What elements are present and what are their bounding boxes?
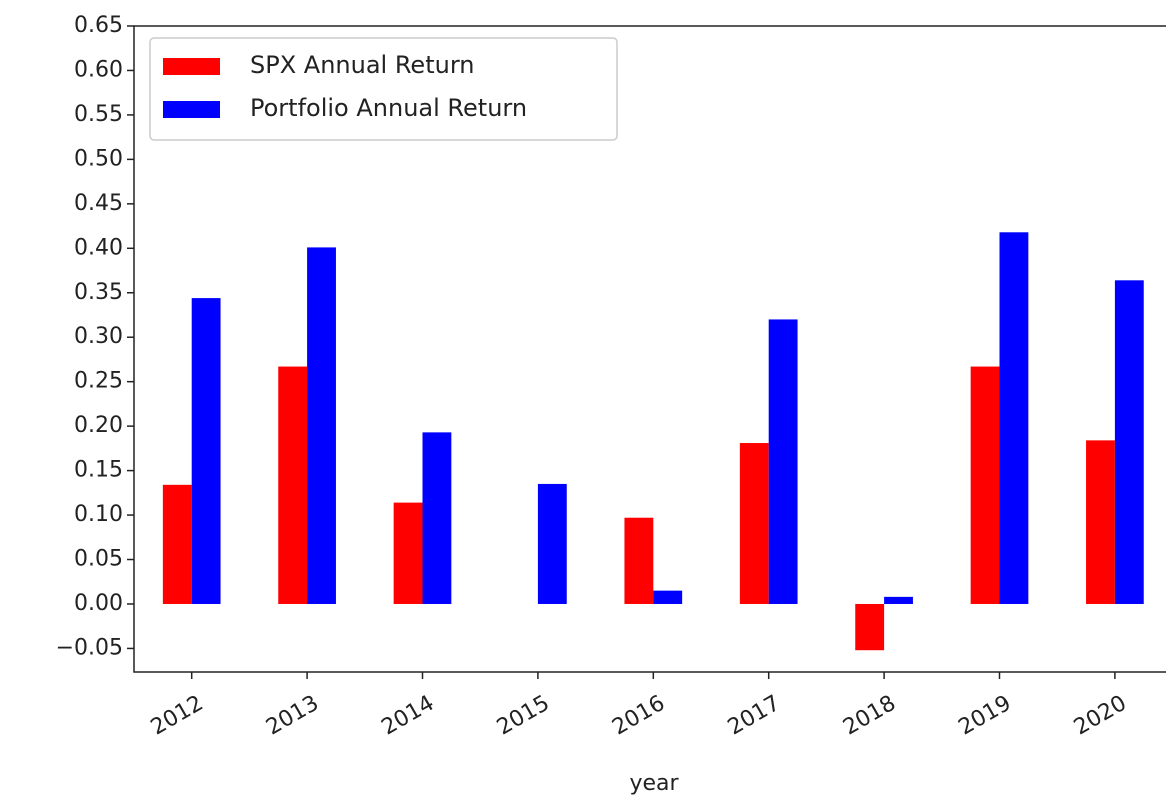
y-tick-label: 0.40 xyxy=(74,235,123,260)
y-tick-label: 0.10 xyxy=(74,502,123,527)
y-tick-label: 0.65 xyxy=(74,13,123,38)
y-tick-label: 0.45 xyxy=(74,191,123,216)
bar xyxy=(307,247,336,604)
y-tick-label: 0.15 xyxy=(74,458,123,483)
x-tick-label: 2020 xyxy=(1070,691,1131,741)
y-tick-label: 0.30 xyxy=(74,324,123,349)
x-tick-label: 2018 xyxy=(839,691,900,741)
bar xyxy=(191,298,221,604)
y-tick-label: 0.55 xyxy=(74,102,123,127)
plot-frame xyxy=(133,25,1166,673)
bar xyxy=(1086,440,1115,604)
bar xyxy=(624,517,654,604)
y-tick-label: 0.05 xyxy=(74,547,123,572)
y-tick-label: 0.60 xyxy=(74,57,123,82)
bar xyxy=(162,484,192,604)
bar xyxy=(278,366,308,604)
x-tick-label: 2017 xyxy=(724,691,785,741)
bar xyxy=(970,366,1000,604)
bar xyxy=(855,603,885,651)
x-tick-label: 2013 xyxy=(262,691,323,741)
y-tick-label: 0.50 xyxy=(74,146,123,171)
bar xyxy=(739,443,769,604)
x-tick-label: 2014 xyxy=(378,691,439,741)
x-axis-label: year xyxy=(629,771,679,796)
legend-label: Portfolio Annual Return xyxy=(250,94,527,122)
x-tick-label: 2015 xyxy=(493,691,554,741)
bar xyxy=(537,483,567,604)
x-tick-label: 2016 xyxy=(608,691,669,741)
bar xyxy=(999,232,1029,604)
bar xyxy=(422,432,452,604)
bar xyxy=(1114,280,1144,604)
bar xyxy=(393,502,423,604)
bar xyxy=(884,596,913,604)
x-tick-label: 2012 xyxy=(147,691,208,741)
y-tick-label: 0.00 xyxy=(74,591,123,616)
legend-swatch xyxy=(163,101,220,118)
y-tick-label: 0.20 xyxy=(74,413,123,438)
x-tick-label: 2019 xyxy=(955,691,1016,741)
y-tick-label: 0.35 xyxy=(74,280,123,305)
y-tick-label: 0.25 xyxy=(74,369,123,394)
bar xyxy=(768,319,798,604)
legend-label: SPX Annual Return xyxy=(250,51,474,79)
bar xyxy=(653,590,683,604)
y-tick-label: −0.05 xyxy=(56,635,123,660)
legend-box xyxy=(149,37,618,141)
legend-swatch xyxy=(163,58,220,75)
